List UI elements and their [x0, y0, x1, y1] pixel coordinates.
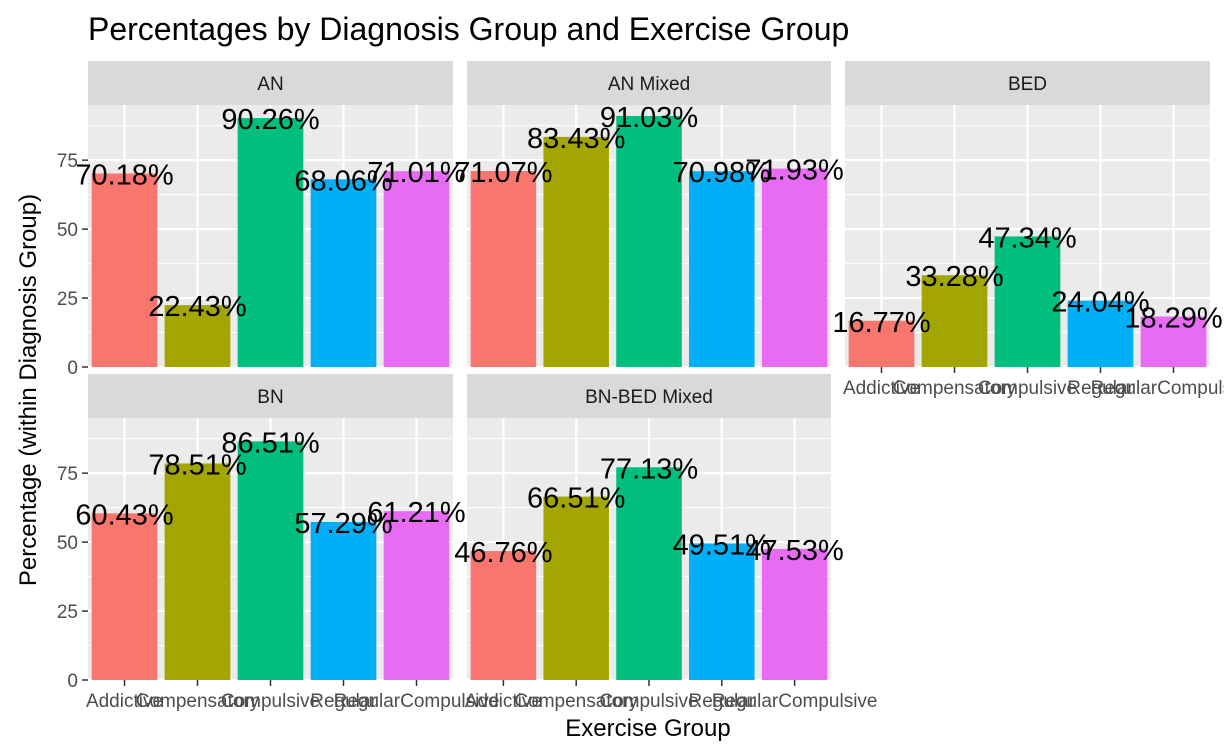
data-label: 46.76%: [454, 537, 552, 569]
x-tick-label: Compensatory: [514, 691, 638, 712]
facet-panel-bed: BED 16.77% 33.28% 47.34% 24.04%18.29% Addicti…: [832, 61, 1224, 399]
facet-strip: [88, 374, 453, 418]
data-label: 18.29%: [1124, 303, 1222, 335]
bar-regular: [310, 179, 377, 367]
x-tick-label: RegularCompulsive: [712, 691, 878, 712]
data-label: 70.98%: [673, 157, 771, 189]
x-tick-label: Addictive: [86, 691, 163, 712]
bar-regularcompulsive: [761, 548, 828, 680]
data-label: 57.29%: [294, 508, 392, 540]
data-label: 16.77%: [832, 307, 930, 339]
facet-panels: AN70.18%22.43%90.26%68.06%71.01%0255075A…: [57, 61, 1224, 712]
bar-regularcompulsive: [761, 168, 828, 367]
x-tick-label: Compulsive: [599, 691, 698, 712]
x-tick-label: Addictive: [843, 378, 920, 399]
x-tick-label: RegularCompulsive: [1091, 378, 1224, 399]
bar-compensatory: [543, 496, 609, 680]
facet-strip-label: BED: [1008, 74, 1047, 95]
bar-compulsive: [616, 467, 682, 680]
bar-regular: [689, 171, 755, 367]
data-label: 77.13%: [600, 453, 698, 485]
data-label: 47.34%: [978, 222, 1076, 254]
bar-addictive: [470, 170, 537, 367]
x-tick-label: Compensatory: [136, 691, 260, 712]
bar-regular: [689, 543, 755, 680]
x-tick-label: Compulsive: [978, 378, 1077, 399]
x-tick-label: Regular: [310, 691, 377, 712]
y-tick-label: 0: [67, 671, 78, 692]
y-axis-title: Percentage (within Diagnosis Group): [15, 194, 42, 586]
bar-regularcompulsive: [383, 511, 450, 680]
data-label: 22.43%: [148, 291, 246, 323]
data-label: 49.51%: [673, 529, 771, 561]
bar-addictive: [470, 551, 537, 680]
x-tick-label: Compulsive: [221, 691, 320, 712]
facet-panel-an: AN 70.18% 22.43% 90.26% 68.06%71.01% 0 25 50 75: [57, 61, 466, 379]
facet-strip: [88, 61, 453, 105]
bar-compensatory: [543, 136, 609, 367]
data-label: 60.43%: [75, 499, 173, 531]
bar-regularcompulsive: [1140, 316, 1207, 367]
data-label: 61.21%: [367, 497, 465, 529]
data-label: 78.51%: [148, 449, 246, 481]
y-tick-label: 25: [57, 602, 78, 623]
bar-addictive: [91, 513, 158, 680]
facet-strip: [845, 61, 1210, 105]
data-label: 91.03%: [600, 102, 698, 134]
bar-compensatory: [921, 275, 988, 367]
data-label: 24.04%: [1051, 287, 1149, 319]
x-tick-label: Regular: [689, 691, 756, 712]
x-tick-label: Addictive: [465, 691, 542, 712]
bar-compulsive: [237, 118, 304, 367]
data-label: 66.51%: [527, 483, 625, 515]
x-tick-label: RegularCompulsive: [334, 691, 500, 712]
data-label: 33.28%: [905, 261, 1003, 293]
y-tick-label: 0: [67, 358, 78, 379]
bar-regularcompulsive: [383, 171, 450, 367]
data-label: 71.07%: [454, 157, 552, 189]
facet-panel-an-mixed: AN Mixed 71.07%83.43%91.03% 70.98%71.93%: [454, 61, 844, 369]
facet-strip-label: AN Mixed: [608, 74, 690, 95]
bar-compensatory: [164, 305, 231, 367]
data-label: 83.43%: [527, 123, 625, 155]
facet-strip-label: BN: [257, 387, 283, 408]
facet-panel-bn-bed-mixed: BN-BED Mixed 46.76% 66.51%77.13% 49.51%47.5…: [454, 374, 877, 712]
data-label: 47.53%: [745, 535, 843, 567]
x-tick-label: Compensatory: [893, 378, 1017, 399]
facet-strip: [467, 61, 831, 105]
y-tick-label: 75: [57, 151, 78, 172]
bar-regular: [1067, 300, 1134, 367]
facet-strip: [467, 374, 831, 418]
facet-panel-bn: BN 60.43% 78.51%86.51% 57.29%61.21% 0 25 50 75 A…: [57, 374, 500, 712]
y-tick-label: 75: [57, 464, 78, 485]
bar-compensatory: [164, 463, 231, 680]
data-label: 71.01%: [367, 157, 465, 189]
facet-strip-label: BN-BED Mixed: [585, 387, 713, 408]
data-label: 68.06%: [294, 165, 392, 197]
bar-regular: [310, 522, 377, 680]
facet-strip-label: AN: [257, 74, 283, 95]
data-label: 71.93%: [745, 155, 843, 187]
data-label: 90.26%: [221, 104, 319, 136]
chart-title: Percentages by Diagnosis Group and Exerc…: [88, 11, 849, 47]
y-tick-label: 50: [57, 220, 78, 241]
bar-addictive: [848, 320, 915, 367]
data-label: 70.18%: [75, 159, 173, 191]
bar-compulsive: [994, 236, 1061, 367]
y-tick-label: 50: [57, 533, 78, 554]
bar-compulsive: [237, 441, 304, 680]
y-tick-label: 25: [57, 289, 78, 310]
bar-compulsive: [616, 115, 682, 367]
x-axis-title: Exercise Group: [565, 715, 730, 742]
x-tick-label: Regular: [1067, 378, 1134, 399]
data-label: 86.51%: [221, 427, 319, 459]
bar-addictive: [91, 173, 158, 367]
